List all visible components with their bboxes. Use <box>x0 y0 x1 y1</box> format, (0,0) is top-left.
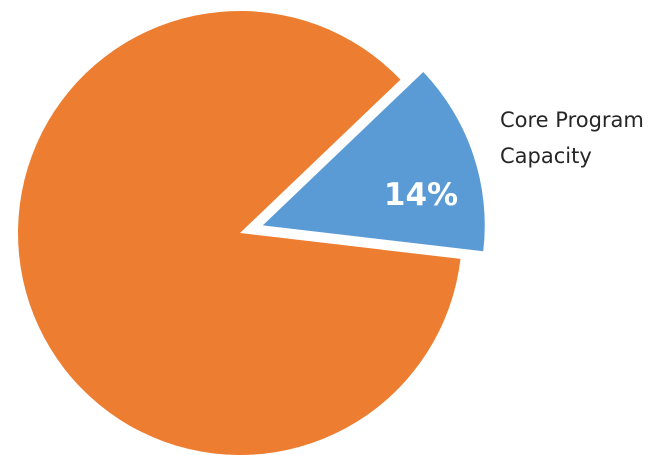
core-program-label-line2: Capacity <box>500 144 592 168</box>
pie-slices <box>18 10 485 455</box>
pie-slice-remaining <box>18 10 461 455</box>
core-program-percent-label: 14% <box>384 177 458 213</box>
core-program-label-line1: Core Program <box>500 108 644 132</box>
pie-slice-core-program-capacity <box>262 72 485 252</box>
